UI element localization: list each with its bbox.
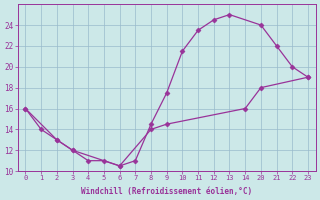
X-axis label: Windchill (Refroidissement éolien,°C): Windchill (Refroidissement éolien,°C)	[81, 187, 252, 196]
